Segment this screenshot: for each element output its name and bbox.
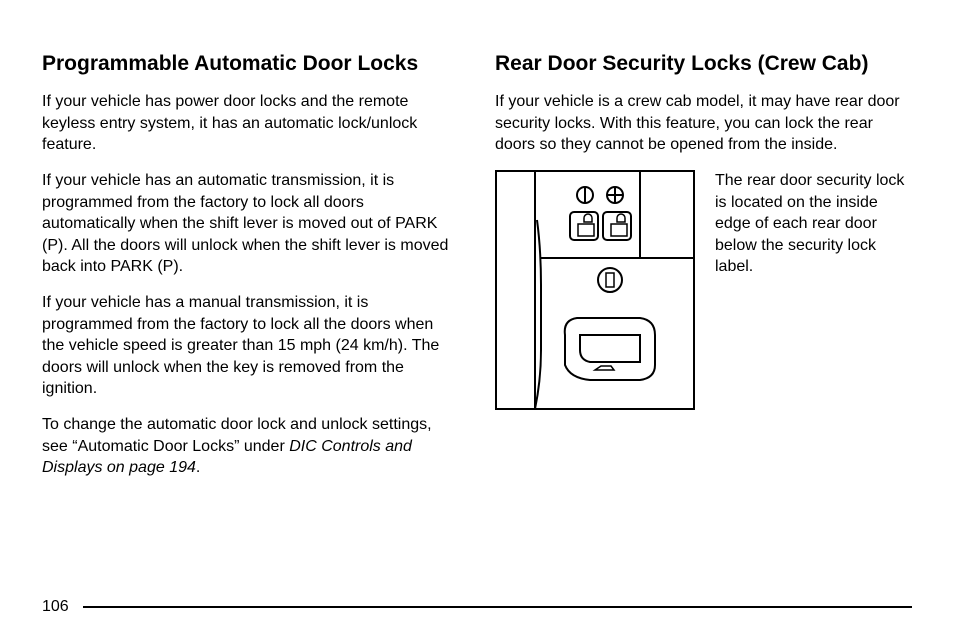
right-heading: Rear Door Security Locks (Crew Cab): [495, 50, 912, 77]
footer-rule: [83, 606, 912, 608]
diagram-caption: The rear door security lock is located o…: [715, 170, 912, 278]
left-para-3: If your vehicle has a manual transmissio…: [42, 292, 459, 400]
left-para-2: If your vehicle has an automatic transmi…: [42, 170, 459, 278]
left-column: Programmable Automatic Door Locks If you…: [42, 50, 459, 493]
left-heading: Programmable Automatic Door Locks: [42, 50, 459, 77]
right-para-1: If your vehicle is a crew cab model, it …: [495, 91, 912, 156]
image-caption-wrap: The rear door security lock is located o…: [495, 170, 912, 415]
right-column: Rear Door Security Locks (Crew Cab) If y…: [495, 50, 912, 493]
page-footer: 106: [42, 598, 912, 616]
page-number: 106: [42, 598, 69, 616]
left-para-4-text-3: .: [196, 459, 200, 476]
left-para-1: If your vehicle has power door locks and…: [42, 91, 459, 156]
left-para-4: To change the automatic door lock and un…: [42, 414, 459, 479]
door-lock-diagram: [495, 170, 695, 415]
